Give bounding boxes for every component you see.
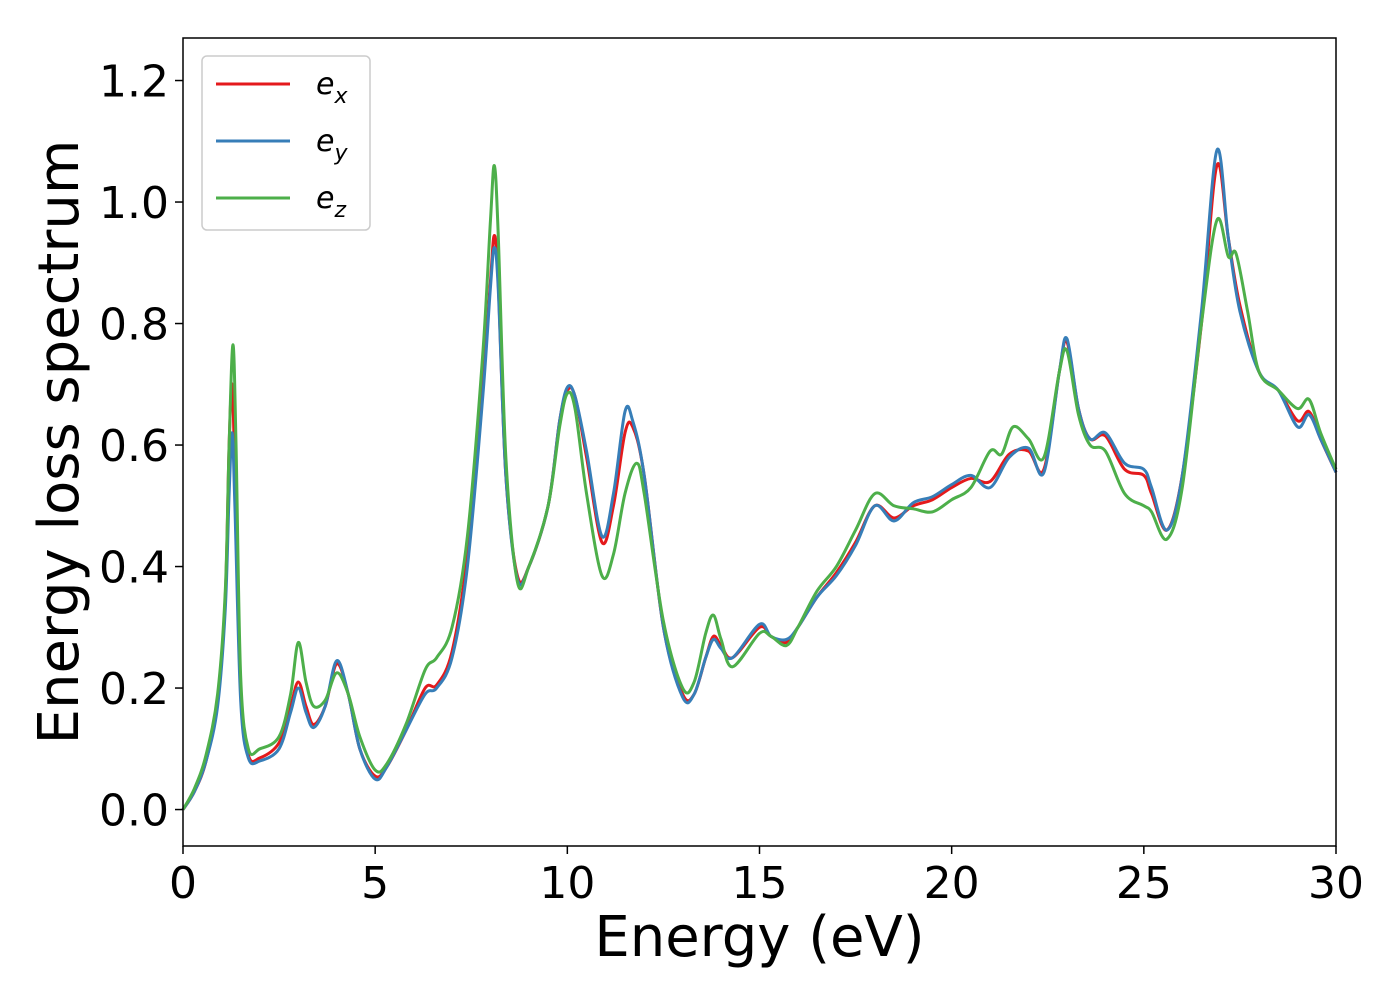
series-layer [181,147,1338,811]
x-axis-label: Energy (eV) [594,905,924,970]
y-tick-label: 1.0 [99,178,169,229]
x-tick-label: 0 [169,858,197,909]
y-tick-label: 1.2 [99,57,169,108]
legend-box [201,55,371,231]
x-tick-label: 25 [1116,858,1172,909]
series-line-y [181,147,1338,811]
legend-label-base: e [316,67,334,102]
legend-label-base: e [316,124,334,159]
y-tick-label: 0.6 [99,421,169,472]
series-line-z [181,164,1338,811]
x-tick-label: 15 [732,858,788,909]
x-tick-label: 30 [1308,858,1364,909]
x-axis-ticks: 0 5 10 15 20 25 30 [169,846,1364,909]
y-axis-label: Energy loss spectrum [27,140,92,745]
legend-label-subscript: y [333,141,348,166]
legend-label-subscript: z [333,198,346,223]
x-tick-label: 20 [924,858,980,909]
y-tick-label: 0.8 [99,300,169,351]
y-tick-label: 0.0 [99,786,169,837]
y-tick-label: 0.2 [99,664,169,715]
x-tick-label: 5 [361,858,389,909]
x-tick-label: 10 [539,858,595,909]
legend-label-z: ez [316,181,346,223]
legend-label-y: ey [316,124,348,166]
legend-label-subscript: x [333,84,348,109]
series-line-x [181,162,1338,811]
y-axis-ticks: 0.0 0.2 0.4 0.6 0.8 1.0 1.2 [99,57,183,837]
legend-label-base: e [316,181,334,216]
legend-label-x: ex [316,67,348,109]
y-tick-label: 0.4 [99,543,169,594]
